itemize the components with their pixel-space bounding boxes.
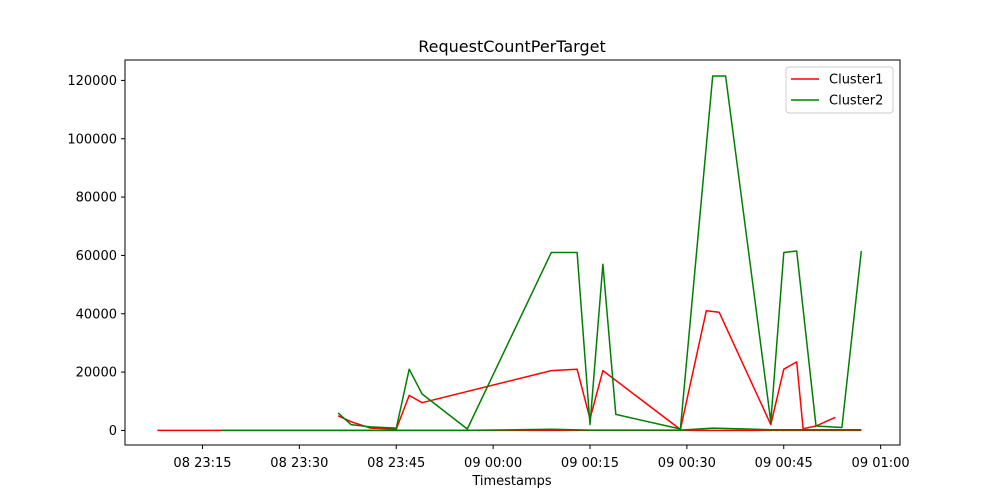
plot-area (157, 75, 863, 432)
y-axis: 0 20000 40000 60000 80000 100000 120000 (67, 74, 125, 439)
x-tick-label: 09 00:15 (561, 456, 619, 471)
legend-label-cluster2: Cluster2 (829, 94, 883, 109)
x-tick-label: 09 00:45 (755, 456, 813, 471)
x-tick-label: 09 00:30 (658, 456, 716, 471)
x-tick-label: 09 01:00 (852, 456, 910, 471)
x-axis-label: Timestamps (471, 474, 552, 489)
x-tick-label: 09 00:00 (464, 456, 522, 471)
x-tick-label: 08 23:15 (173, 456, 231, 471)
y-tick-label: 120000 (67, 74, 117, 89)
series-line-cluster2-1 (221, 427, 862, 432)
y-tick-label: 0 (109, 424, 117, 439)
y-tick-label: 80000 (76, 191, 117, 206)
x-tick-label: 08 23:45 (367, 456, 425, 471)
series-line-cluster2-2 (337, 75, 863, 430)
axes-frame (124, 59, 901, 446)
series-line-cluster1-2 (337, 310, 836, 431)
legend: Cluster1 Cluster2 (785, 66, 894, 114)
y-tick-label: 60000 (76, 249, 117, 264)
y-tick-label: 20000 (76, 366, 117, 381)
x-tick-label: 08 23:30 (270, 456, 328, 471)
y-tick-label: 40000 (76, 307, 117, 322)
y-tick-label: 100000 (67, 132, 117, 147)
chart-title: RequestCountPerTarget (418, 37, 606, 56)
x-axis: 08 23:15 08 23:30 08 23:45 09 00:00 09 00:15… (173, 445, 910, 471)
legend-label-cluster1: Cluster1 (829, 73, 883, 88)
